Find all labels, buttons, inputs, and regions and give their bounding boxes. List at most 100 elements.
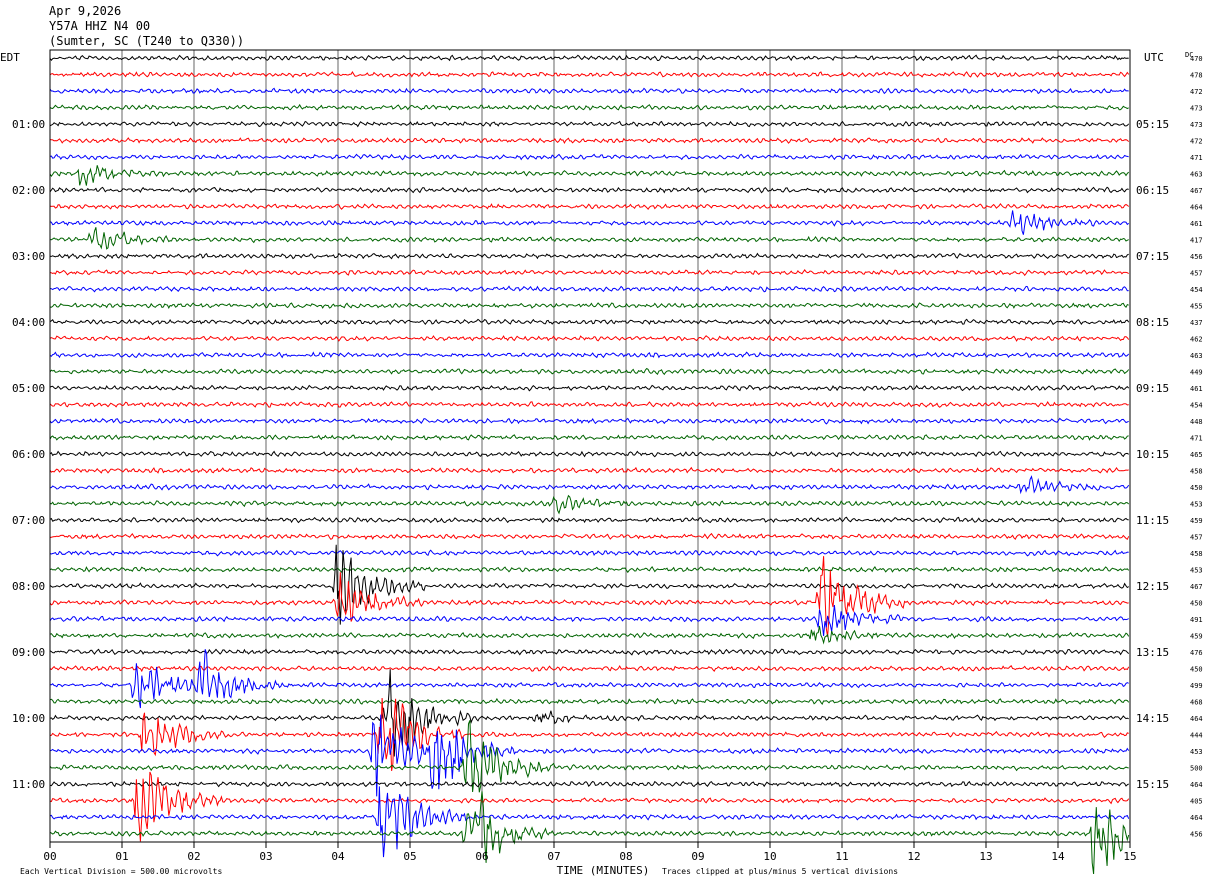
trace-row-35 <box>49 625 1130 645</box>
trace-row-33 <box>49 556 1129 637</box>
left-time-label: 09:00 <box>12 646 45 659</box>
trace-row-22 <box>49 417 1129 425</box>
header-station: Y57A HHZ N4 00 <box>49 19 151 33</box>
x-tick-label: 05 <box>403 850 416 863</box>
scale-note: Each Vertical Division = 500.00 microvol… <box>20 867 223 876</box>
trace-row-23 <box>49 434 1129 441</box>
dc-offset-label: 467 <box>1190 187 1203 195</box>
trace-row-46 <box>49 786 1130 858</box>
trace-row-20 <box>49 384 1130 392</box>
left-time-label: 01:00 <box>12 118 45 131</box>
left-time-label: 11:00 <box>12 778 45 791</box>
left-time-label: 03:00 <box>12 250 45 263</box>
x-tick-label: 04 <box>331 850 345 863</box>
trace-row-21 <box>49 401 1129 408</box>
x-tick-label: 12 <box>907 850 920 863</box>
trace-row-12 <box>49 252 1129 260</box>
x-tick-label: 03 <box>259 850 272 863</box>
trace-row-39 <box>49 697 1130 705</box>
left-time-label: 05:00 <box>12 382 45 395</box>
dc-offset-label: 449 <box>1190 369 1203 377</box>
dc-offset-label: 464 <box>1190 715 1203 723</box>
dc-offset-label: 471 <box>1190 435 1203 443</box>
dc-offset-label: 459 <box>1190 517 1203 525</box>
x-axis-label: TIME (MINUTES) <box>557 864 650 877</box>
left-time-label: 06:00 <box>12 448 45 461</box>
dc-offset-label: 456 <box>1190 831 1203 839</box>
left-time-label: 04:00 <box>12 316 45 329</box>
dc-offset-label: 454 <box>1190 286 1203 294</box>
dc-offset-label: 456 <box>1190 253 1203 261</box>
trace-row-7 <box>49 165 1130 186</box>
left-time-label: 07:00 <box>12 514 45 527</box>
dc-offset-label: 437 <box>1190 319 1203 327</box>
left-time-label: 08:00 <box>12 580 45 593</box>
dc-offset-label: 453 <box>1190 501 1203 509</box>
dc-offset-label: 471 <box>1190 154 1203 162</box>
trace-row-16 <box>49 318 1130 326</box>
dc-offset-label: 453 <box>1190 567 1203 575</box>
dc-offset-label: 464 <box>1190 204 1203 212</box>
dc-offset-label: 450 <box>1190 484 1203 492</box>
trace-row-38 <box>49 649 1129 709</box>
trace-row-47 <box>49 791 1130 875</box>
dc-offset-label: 499 <box>1190 682 1203 690</box>
trace-row-28 <box>49 516 1129 524</box>
axis-labels: 00 01 02 03 04 05 06 07 08 09 10 11 12 13 14 15 TIME (MI… <box>0 51 1203 877</box>
trace-row-27 <box>49 494 1130 515</box>
dc-offset-label: 473 <box>1190 105 1203 113</box>
trace-row-41 <box>49 697 1129 771</box>
dc-offset-label: 476 <box>1190 649 1203 657</box>
trace-row-13 <box>49 269 1129 277</box>
x-tick-label: 10 <box>763 850 776 863</box>
x-tick-label: 09 <box>691 850 704 863</box>
trace-row-43 <box>49 720 1129 793</box>
trace-row-17 <box>49 335 1130 342</box>
right-time-label: 06:15 <box>1136 184 1169 197</box>
trace-row-15 <box>49 302 1129 309</box>
dc-offset-label: 468 <box>1190 699 1203 707</box>
trace-row-30 <box>49 549 1129 557</box>
trace-row-19 <box>49 367 1130 376</box>
trace-row-31 <box>49 565 1130 574</box>
x-tick-label: 02 <box>187 850 200 863</box>
dc-offset-label: 478 <box>1190 72 1203 80</box>
right-time-label: 14:15 <box>1136 712 1169 725</box>
dc-offset-label: 491 <box>1190 616 1203 624</box>
right-time-label: 05:15 <box>1136 118 1169 131</box>
trace-row-24 <box>49 450 1129 458</box>
dc-offset-label: 465 <box>1190 451 1203 459</box>
trace-row-6 <box>49 153 1129 161</box>
dc-offset-label: 459 <box>1190 633 1203 641</box>
trace-row-34 <box>49 604 1129 637</box>
dc-offset-label: 458 <box>1190 550 1203 558</box>
dc-offset-label: 458 <box>1190 468 1203 476</box>
left-time-label: 10:00 <box>12 712 45 725</box>
trace-row-2 <box>49 87 1129 95</box>
trace-row-44 <box>49 780 1129 788</box>
dc-offset-label: 457 <box>1190 270 1203 278</box>
header-date: Apr 9,2026 <box>49 4 122 18</box>
trace-row-40 <box>49 669 1129 757</box>
trace-row-32 <box>49 544 1129 625</box>
x-tick-label: 07 <box>547 850 560 863</box>
x-tick-label: 01 <box>115 850 128 863</box>
dc-offset-label: 470 <box>1190 55 1203 63</box>
right-time-label: 09:15 <box>1136 382 1169 395</box>
trace-row-11 <box>49 227 1129 250</box>
dc-offset-label: 405 <box>1190 798 1203 806</box>
right-time-label: 12:15 <box>1136 580 1169 593</box>
trace-row-5 <box>49 137 1130 144</box>
trace-row-37 <box>49 664 1130 673</box>
trace-row-29 <box>49 532 1130 541</box>
dc-offset-label: 463 <box>1190 352 1203 360</box>
edt-label: EDT <box>0 51 20 64</box>
x-tick-label: 06 <box>475 850 488 863</box>
header-location: (Sumter, SC (T240 to Q330)) <box>49 34 245 48</box>
x-tick-label: 15 <box>1123 850 1136 863</box>
x-tick-label: 13 <box>979 850 992 863</box>
dc-offset-label: 457 <box>1190 534 1203 542</box>
trace-row-25 <box>49 466 1129 474</box>
dc-offset-label: 500 <box>1190 765 1203 773</box>
